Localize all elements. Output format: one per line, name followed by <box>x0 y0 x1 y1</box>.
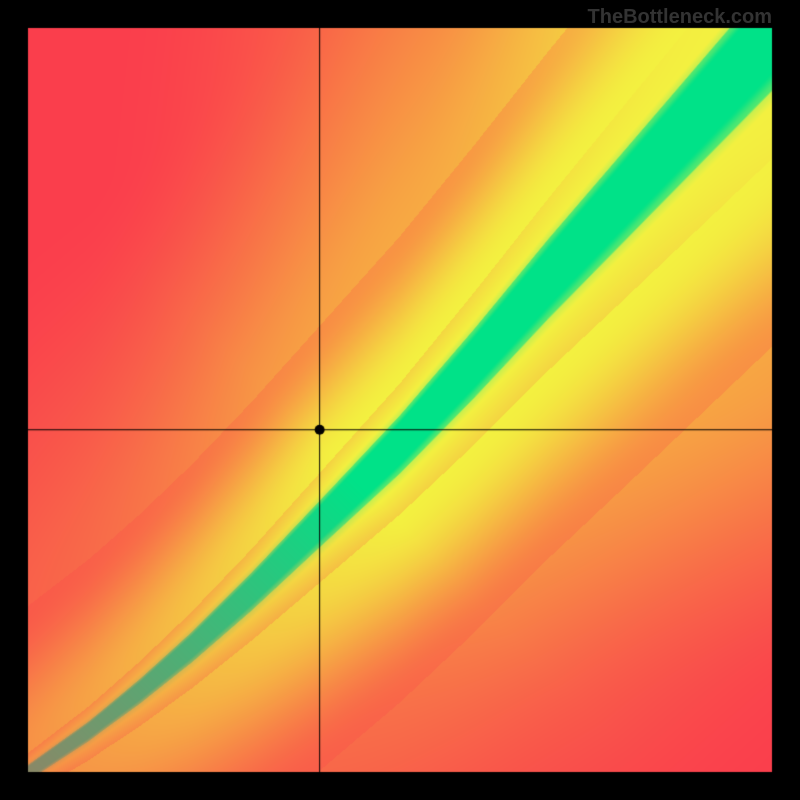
watermark-text: TheBottleneck.com <box>588 6 772 29</box>
chart-container: TheBottleneck.com <box>0 0 800 800</box>
heatmap-canvas <box>0 0 800 800</box>
